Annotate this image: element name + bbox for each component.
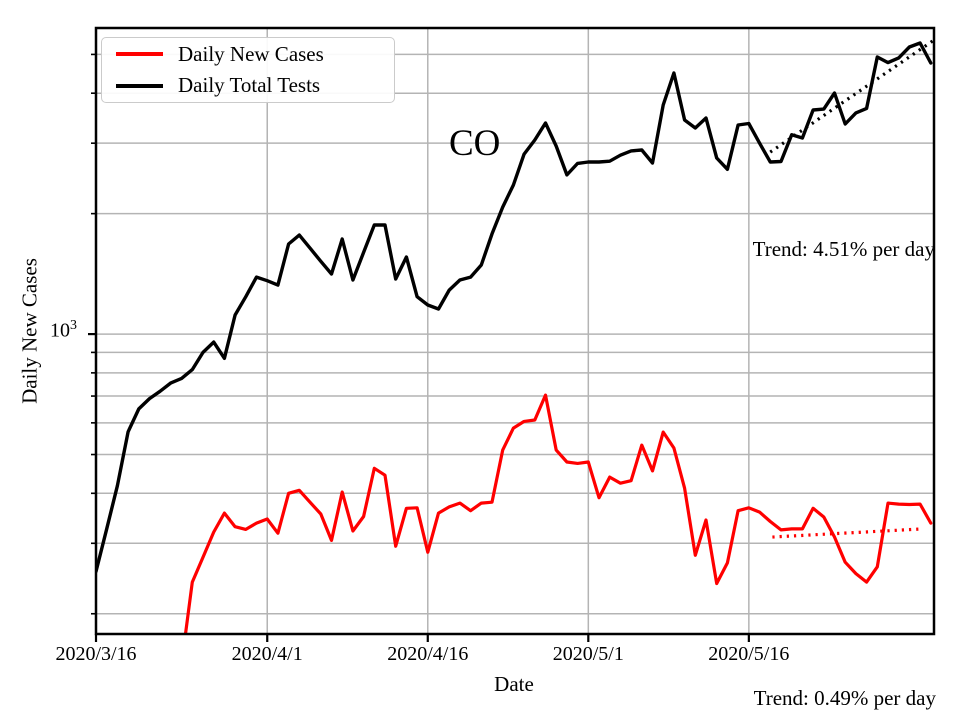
x-axis-label: Date [494,672,534,696]
x-tick-label: 2020/5/16 [708,643,790,665]
x-tick-label: 2020/4/1 [231,643,303,665]
trend-label-total-tests: Trend: 4.51% per day [752,237,935,261]
plot-border [94,26,936,636]
y-axis-label: Daily New Cases [17,258,42,404]
series-line-daily-total-tests [96,41,933,574]
legend: Daily New Cases Daily Total Tests [101,37,395,103]
legend-line-swatch-red [116,52,163,57]
annotation-state-code: CO [449,123,501,164]
trend-dotted-line [769,38,934,154]
y-tick-exponent: 3 [70,318,77,333]
legend-label: Daily New Cases [178,41,324,66]
legend-entry-total-tests: Daily Total Tests [102,71,394,101]
x-tick-label: 2020/4/16 [387,643,469,665]
y-tick-base: 10 [50,319,70,342]
series-line-daily-new-cases [183,393,933,634]
legend-entry-new-cases: Daily New Cases [102,39,394,69]
x-tick-label: 2020/3/16 [55,643,137,665]
trend-label-new-cases: Trend: 0.49% per day [753,686,936,710]
legend-label: Daily Total Tests [178,73,321,98]
x-tick-label: 2020/5/1 [552,643,624,665]
legend-line-swatch-black [116,83,163,88]
y-tick-label-1000: 103 [50,318,77,343]
